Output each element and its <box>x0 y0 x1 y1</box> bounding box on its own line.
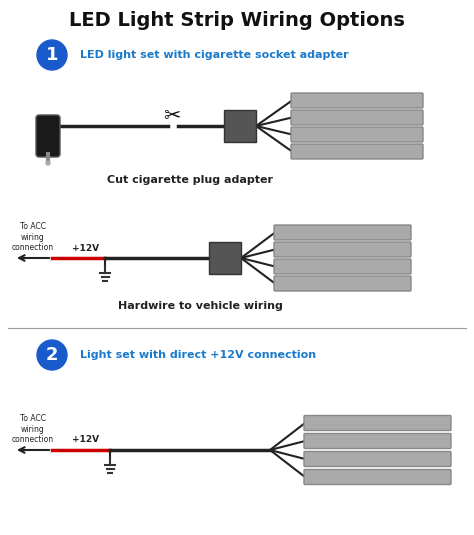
FancyBboxPatch shape <box>291 144 423 159</box>
FancyBboxPatch shape <box>36 115 60 157</box>
FancyBboxPatch shape <box>274 242 411 257</box>
Circle shape <box>46 161 50 165</box>
FancyBboxPatch shape <box>304 452 451 467</box>
FancyBboxPatch shape <box>304 470 451 485</box>
FancyBboxPatch shape <box>274 276 411 291</box>
Bar <box>224 110 256 142</box>
Circle shape <box>37 340 67 370</box>
Text: Cut cigarette plug adapter: Cut cigarette plug adapter <box>107 175 273 185</box>
FancyBboxPatch shape <box>291 127 423 142</box>
Circle shape <box>37 40 67 70</box>
Text: 2: 2 <box>46 346 58 364</box>
Text: 1: 1 <box>46 46 58 64</box>
FancyBboxPatch shape <box>304 416 451 431</box>
FancyBboxPatch shape <box>304 433 451 448</box>
Text: +12V: +12V <box>72 435 99 445</box>
Text: LED light set with cigarette socket adapter: LED light set with cigarette socket adap… <box>80 50 348 60</box>
Text: Hardwire to vehicle wiring: Hardwire to vehicle wiring <box>118 301 283 311</box>
FancyBboxPatch shape <box>274 225 411 240</box>
Text: +12V: +12V <box>72 243 99 253</box>
Text: To ACC
wiring
connection: To ACC wiring connection <box>12 414 54 444</box>
Bar <box>209 242 241 274</box>
FancyBboxPatch shape <box>274 259 411 274</box>
Text: Light set with direct +12V connection: Light set with direct +12V connection <box>80 350 316 360</box>
Text: To ACC
wiring
connection: To ACC wiring connection <box>12 222 54 252</box>
Text: ✂: ✂ <box>163 106 181 126</box>
Text: LED Light Strip Wiring Options: LED Light Strip Wiring Options <box>69 11 405 29</box>
FancyBboxPatch shape <box>291 110 423 125</box>
FancyBboxPatch shape <box>291 93 423 108</box>
